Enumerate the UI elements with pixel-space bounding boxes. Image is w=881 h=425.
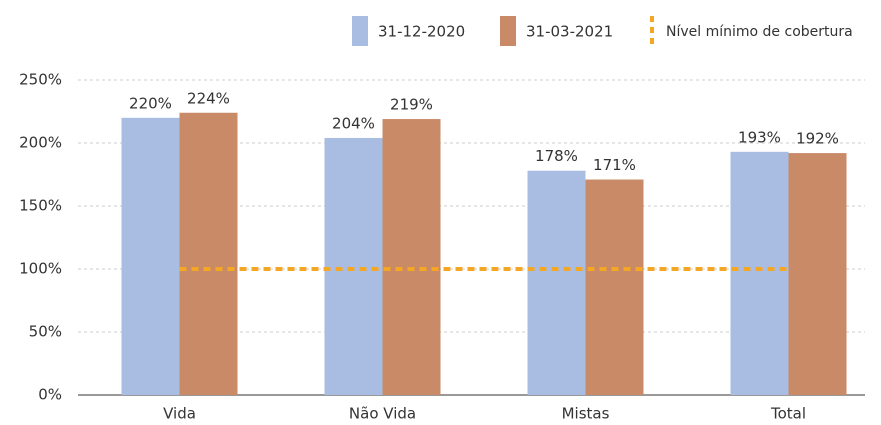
data-label: 220%: [129, 94, 172, 112]
legend-label: Nível mínimo de cobertura: [666, 24, 853, 40]
y-tick-label: 50%: [29, 323, 62, 341]
data-label: 192%: [796, 130, 839, 148]
bar: [324, 137, 383, 395]
x-tick-label: Vida: [163, 405, 196, 423]
data-label: 171%: [593, 156, 636, 174]
bar: [730, 151, 789, 395]
legend-label: 31-12-2020: [378, 23, 465, 41]
data-label: 219%: [390, 96, 433, 114]
bar: [121, 117, 180, 396]
y-tick-label: 250%: [19, 71, 62, 89]
data-label: 204%: [332, 114, 375, 132]
bar: [179, 112, 238, 395]
data-label: 178%: [535, 147, 578, 165]
y-tick-label: 0%: [38, 386, 62, 404]
x-tick-label: Total: [770, 405, 806, 423]
bar: [585, 179, 644, 395]
legend-label: 31-03-2021: [526, 23, 613, 41]
legend-swatch: [352, 16, 368, 46]
y-tick-label: 100%: [19, 260, 62, 278]
y-tick-label: 150%: [19, 197, 62, 215]
bar: [788, 153, 847, 395]
data-label: 193%: [738, 128, 781, 146]
bar: [527, 170, 586, 395]
data-label: 224%: [187, 89, 230, 107]
y-tick-label: 200%: [19, 134, 62, 152]
x-tick-label: Não Vida: [349, 405, 416, 423]
x-tick-label: Mistas: [562, 405, 610, 423]
bar: [382, 119, 441, 395]
legend-swatch: [500, 16, 516, 46]
